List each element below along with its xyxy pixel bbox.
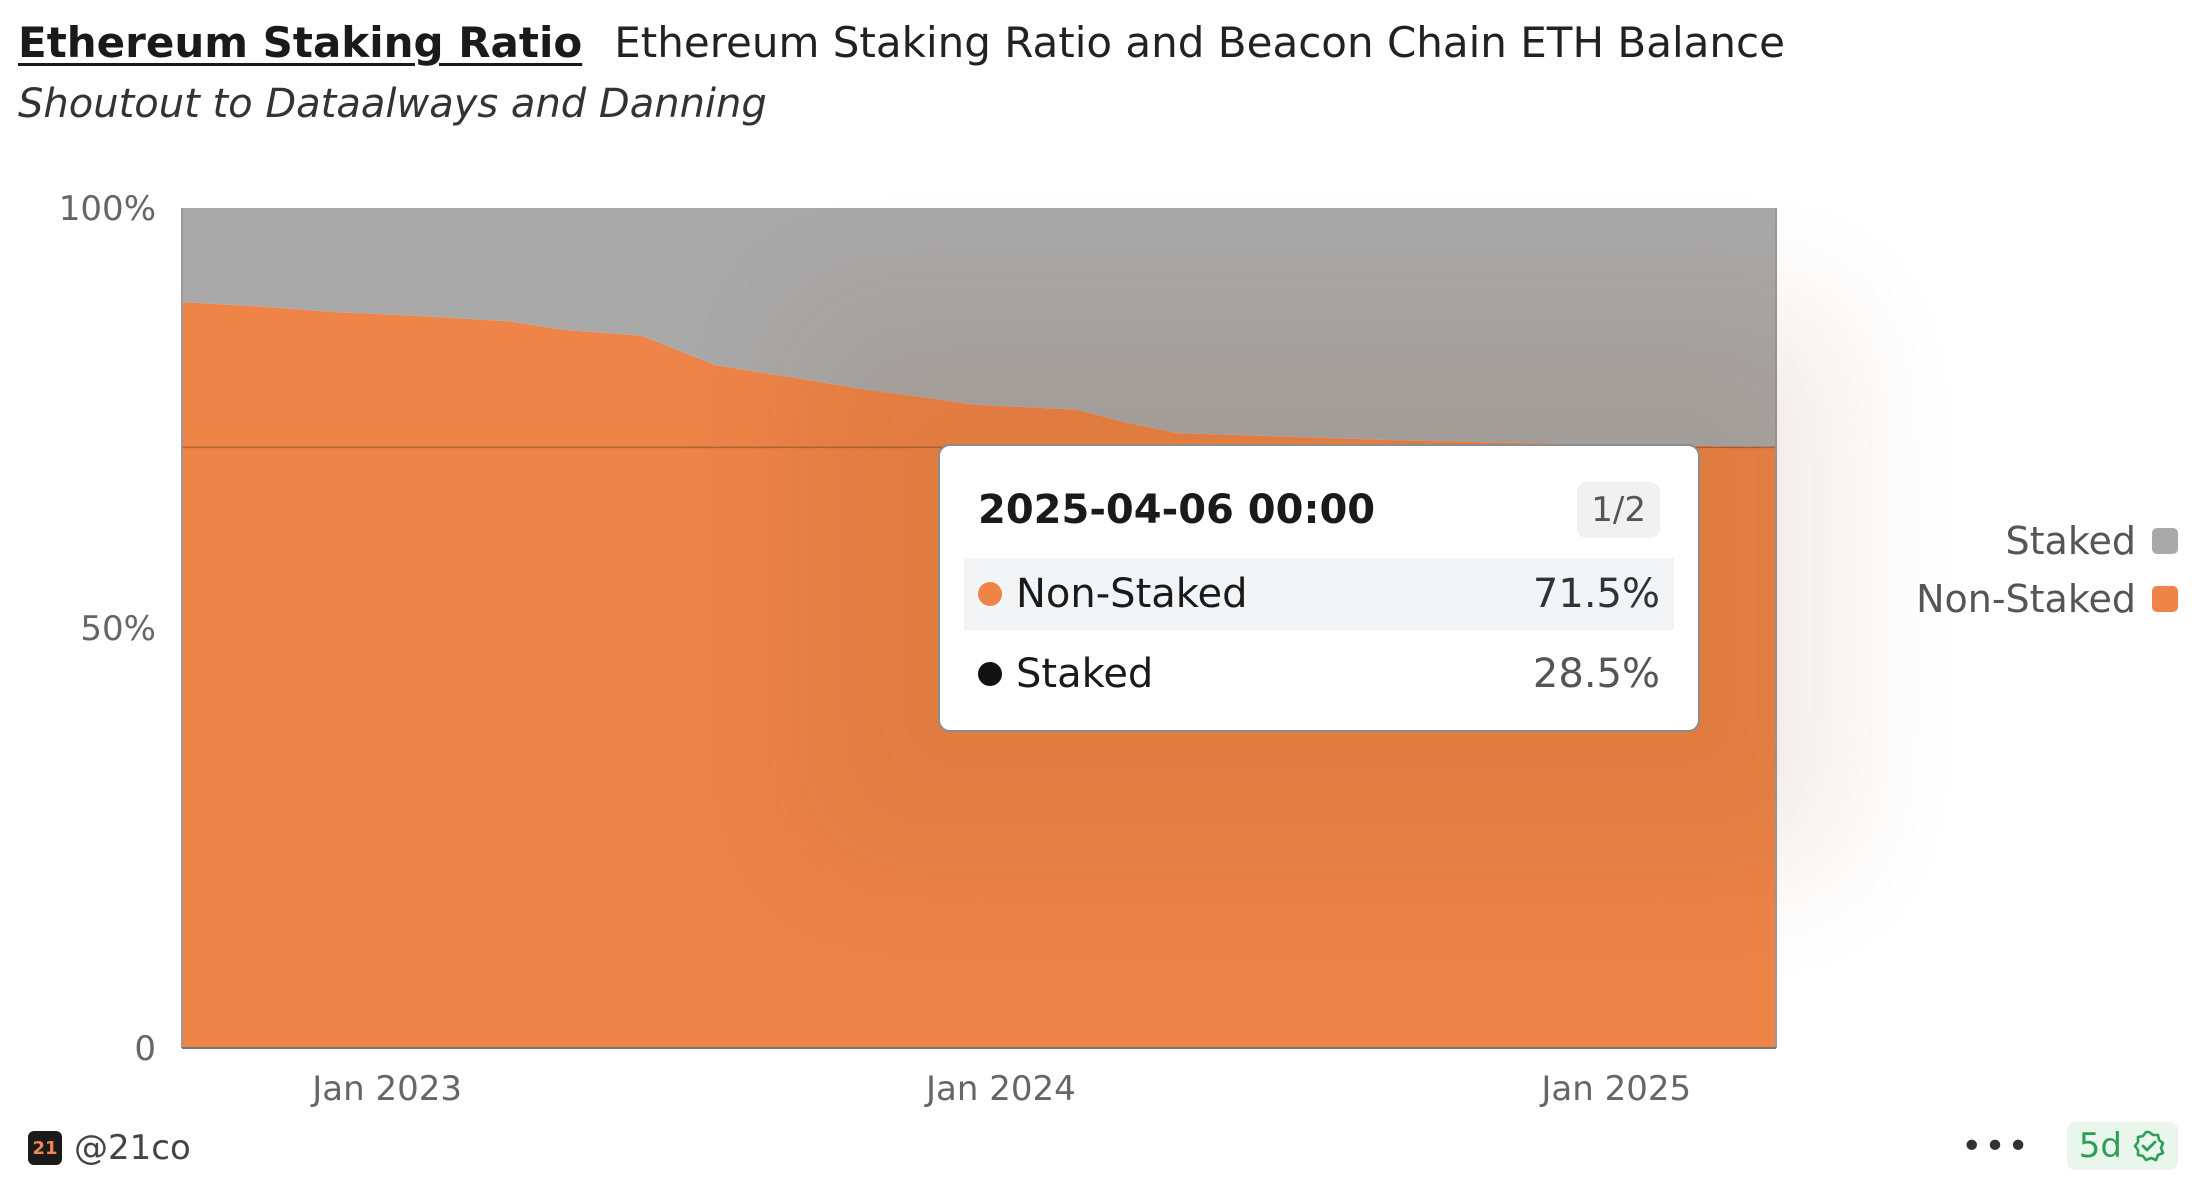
hover-tooltip: 2025-04-06 00:00 1/2 Non-Staked 71.5% St… bbox=[938, 444, 1700, 732]
x-tick-label: Jan 2024 bbox=[924, 1069, 1076, 1109]
series-area-staked[interactable] bbox=[182, 208, 1776, 448]
footer-brand: 21 @21co bbox=[28, 1128, 191, 1168]
tooltip-series-name: Non-Staked bbox=[1016, 571, 1248, 617]
chart-title: Ethereum Staking Ratio and Beacon Chain … bbox=[614, 18, 1785, 67]
dashboard-title-link[interactable]: Ethereum Staking Ratio bbox=[18, 18, 583, 67]
more-icon[interactable]: ••• bbox=[1961, 1125, 2031, 1167]
legend-swatch-icon bbox=[2152, 586, 2178, 612]
series-dot-icon bbox=[978, 582, 1002, 606]
tooltip-pager[interactable]: 1/2 bbox=[1577, 482, 1660, 538]
series-dot-icon bbox=[978, 662, 1002, 686]
tooltip-series-name: Staked bbox=[1016, 651, 1154, 697]
footer-actions: ••• 5d bbox=[1961, 1122, 2178, 1170]
tooltip-header: 2025-04-06 00:00 1/2 bbox=[978, 480, 1660, 540]
y-tick-label: 50% bbox=[80, 609, 156, 649]
legend-label: Non-Staked bbox=[1916, 577, 2136, 621]
legend-item-staked[interactable]: Staked bbox=[1916, 512, 2178, 570]
y-tick-label: 100% bbox=[59, 189, 156, 229]
tooltip-row-staked: Staked 28.5% bbox=[964, 638, 1674, 710]
verified-check-icon bbox=[2133, 1130, 2165, 1162]
header: Ethereum Staking Ratio Ethereum Staking … bbox=[18, 18, 1785, 127]
legend-label: Staked bbox=[2005, 519, 2136, 563]
chart-subtitle: Shoutout to Dataalways and Danning bbox=[18, 81, 767, 127]
legend-item-non-staked[interactable]: Non-Staked bbox=[1916, 570, 2178, 628]
tooltip-series-value: 28.5% bbox=[1532, 651, 1660, 697]
age-text: 5d bbox=[2078, 1126, 2122, 1166]
tooltip-row-left: Non-Staked bbox=[978, 571, 1248, 617]
y-tick-label: 0 bbox=[134, 1029, 156, 1069]
author-handle-link[interactable]: @21co bbox=[74, 1128, 191, 1168]
axes: 0 50% 100% Jan 2023 Jan 2024 Jan 2025 bbox=[59, 189, 1777, 1109]
header-row: Ethereum Staking Ratio Ethereum Staking … bbox=[18, 18, 1785, 67]
legend: Staked Non-Staked bbox=[1916, 512, 2178, 628]
tooltip-series-value: 71.5% bbox=[1532, 571, 1660, 617]
tooltip-row-left: Staked bbox=[978, 651, 1153, 697]
brand-logo-icon: 21 bbox=[28, 1131, 62, 1165]
x-tick-label: Jan 2025 bbox=[1539, 1069, 1691, 1109]
tooltip-row-non-staked: Non-Staked 71.5% bbox=[964, 558, 1674, 630]
x-tick-label: Jan 2023 bbox=[310, 1069, 462, 1109]
legend-swatch-icon bbox=[2152, 528, 2178, 554]
tooltip-date: 2025-04-06 00:00 bbox=[978, 487, 1376, 533]
age-badge: 5d bbox=[2066, 1122, 2178, 1170]
